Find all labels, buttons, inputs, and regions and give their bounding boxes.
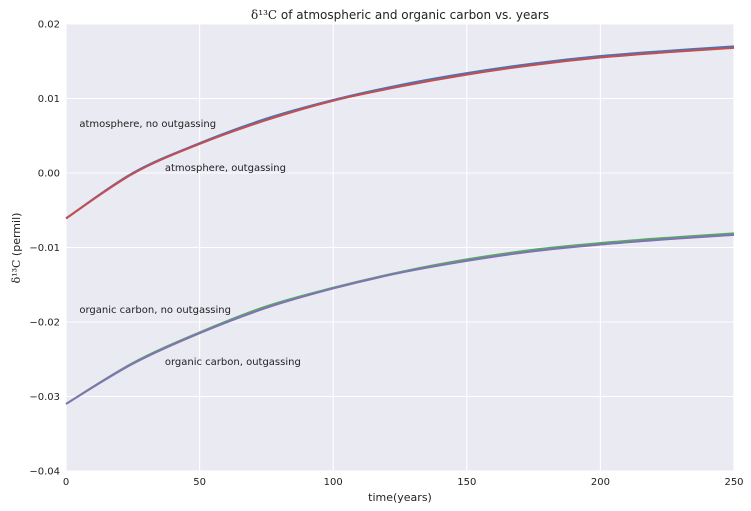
y-tick-labels: −0.04 −0.03 −0.02 −0.01 0.00 0.01 0.02 (29, 20, 60, 478)
ylabel-symbol: δ¹³C (10, 260, 23, 284)
grid (65, 23, 735, 472)
annotation-label: atmosphere, outgassing (165, 163, 286, 174)
annotation-label: organic carbon, outgassing (165, 357, 301, 368)
series-lines (65, 45, 735, 405)
y-tick-label: −0.02 (29, 318, 60, 329)
title-text: of atmospheric and organic carbon vs. ye… (277, 8, 549, 22)
chart-title: δ¹³C of atmospheric and organic carbon v… (251, 8, 549, 22)
y-tick-label: 0.02 (38, 20, 60, 31)
x-tick-labels: 0 50 100 150 200 250 (63, 477, 744, 488)
ylabel-text: (permil) (10, 213, 23, 260)
annotations: atmosphere, no outgassing atmosphere, out… (79, 119, 300, 368)
x-tick-label: 50 (193, 477, 206, 488)
x-tick-label: 150 (457, 477, 476, 488)
x-tick-label: 0 (63, 477, 69, 488)
y-axis-label: δ¹³C (permil) (10, 213, 23, 284)
y-tick-label: −0.03 (29, 392, 60, 403)
y-tick-label: 0.01 (38, 94, 60, 105)
y-tick-label: −0.01 (29, 243, 60, 254)
annotation-label: organic carbon, no outgassing (79, 305, 231, 316)
x-tick-label: 100 (324, 477, 343, 488)
y-tick-label: −0.04 (29, 467, 60, 478)
series-line-2 (65, 46, 735, 220)
title-symbol: δ¹³C (251, 8, 277, 22)
x-tick-label: 250 (724, 477, 743, 488)
x-tick-label: 200 (591, 477, 610, 488)
series-line-4 (65, 233, 735, 405)
y-tick-label: 0.00 (38, 169, 60, 180)
annotation-label: atmosphere, no outgassing (79, 119, 216, 130)
x-axis-label: time(years) (368, 491, 432, 504)
